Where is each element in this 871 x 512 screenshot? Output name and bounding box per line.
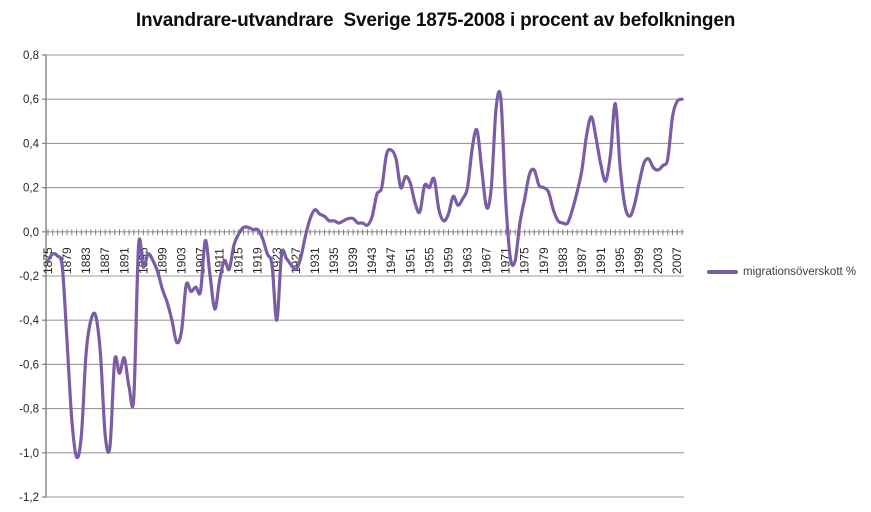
y-axis-tick-label: -0,6 (19, 359, 39, 371)
x-axis-tick-label: 1987 (575, 247, 589, 274)
y-axis-tick-label: 0,0 (23, 227, 39, 239)
x-axis-tick-label: 1947 (384, 247, 398, 274)
legend: migrationsöverskott % (707, 266, 856, 278)
x-axis-tick-label: 1883 (79, 247, 93, 274)
x-axis-tick-label: 1983 (556, 247, 570, 274)
y-axis-tick-label: -0,2 (19, 271, 39, 283)
x-axis-tick-label: 1887 (98, 247, 112, 274)
x-axis-tick-label: 1899 (155, 247, 169, 274)
y-axis-tick-label: 0,4 (23, 138, 40, 150)
x-axis-tick-label: 1999 (632, 247, 646, 274)
legend-line-swatch (707, 270, 738, 274)
x-axis-tick-label: 1963 (460, 247, 474, 274)
x-axis-tick-label: 1891 (117, 247, 131, 274)
x-axis-tick-label: 1915 (232, 247, 246, 274)
x-axis-tick-label: 1935 (327, 247, 341, 274)
y-axis-tick-label: -1,2 (19, 492, 39, 504)
y-axis-tick-label: 0,2 (23, 183, 39, 195)
x-axis-tick-label: 1931 (308, 247, 322, 274)
x-axis-tick-label: 1995 (613, 247, 627, 274)
x-axis-tick-label: 2003 (651, 247, 665, 274)
x-axis-tick-label: 1975 (518, 247, 532, 274)
y-axis-tick-label: 0,8 (23, 50, 39, 62)
x-axis-tick-label: 1939 (346, 247, 360, 274)
legend-label: migrationsöverskott % (743, 266, 857, 278)
x-axis-tick-label: 1955 (422, 247, 436, 274)
x-axis-tick-label: 1903 (174, 247, 188, 274)
x-axis-tick-label: 1959 (441, 247, 455, 274)
x-axis-tick-label: 1919 (251, 247, 265, 274)
chart-title: Invandrare-utvandrare Sverige 1875-2008 … (135, 10, 736, 31)
x-axis-tick-label: 1979 (537, 247, 551, 274)
y-axis-tick-label: 0,6 (23, 94, 39, 106)
x-axis-tick-label: 1951 (403, 247, 417, 274)
y-axis-tick-label: -1,0 (19, 448, 39, 460)
x-axis-tick-label: 1991 (594, 247, 608, 274)
x-axis-tick-label: 1967 (480, 247, 494, 274)
x-axis-tick-label: 1943 (365, 247, 379, 274)
series-line-migrationsoverskott (46, 89, 684, 460)
y-axis-tick-label: -0,8 (19, 404, 39, 416)
y-axis-tick-label: -0,4 (19, 315, 39, 327)
x-axis-tick-label: 2007 (670, 247, 684, 274)
